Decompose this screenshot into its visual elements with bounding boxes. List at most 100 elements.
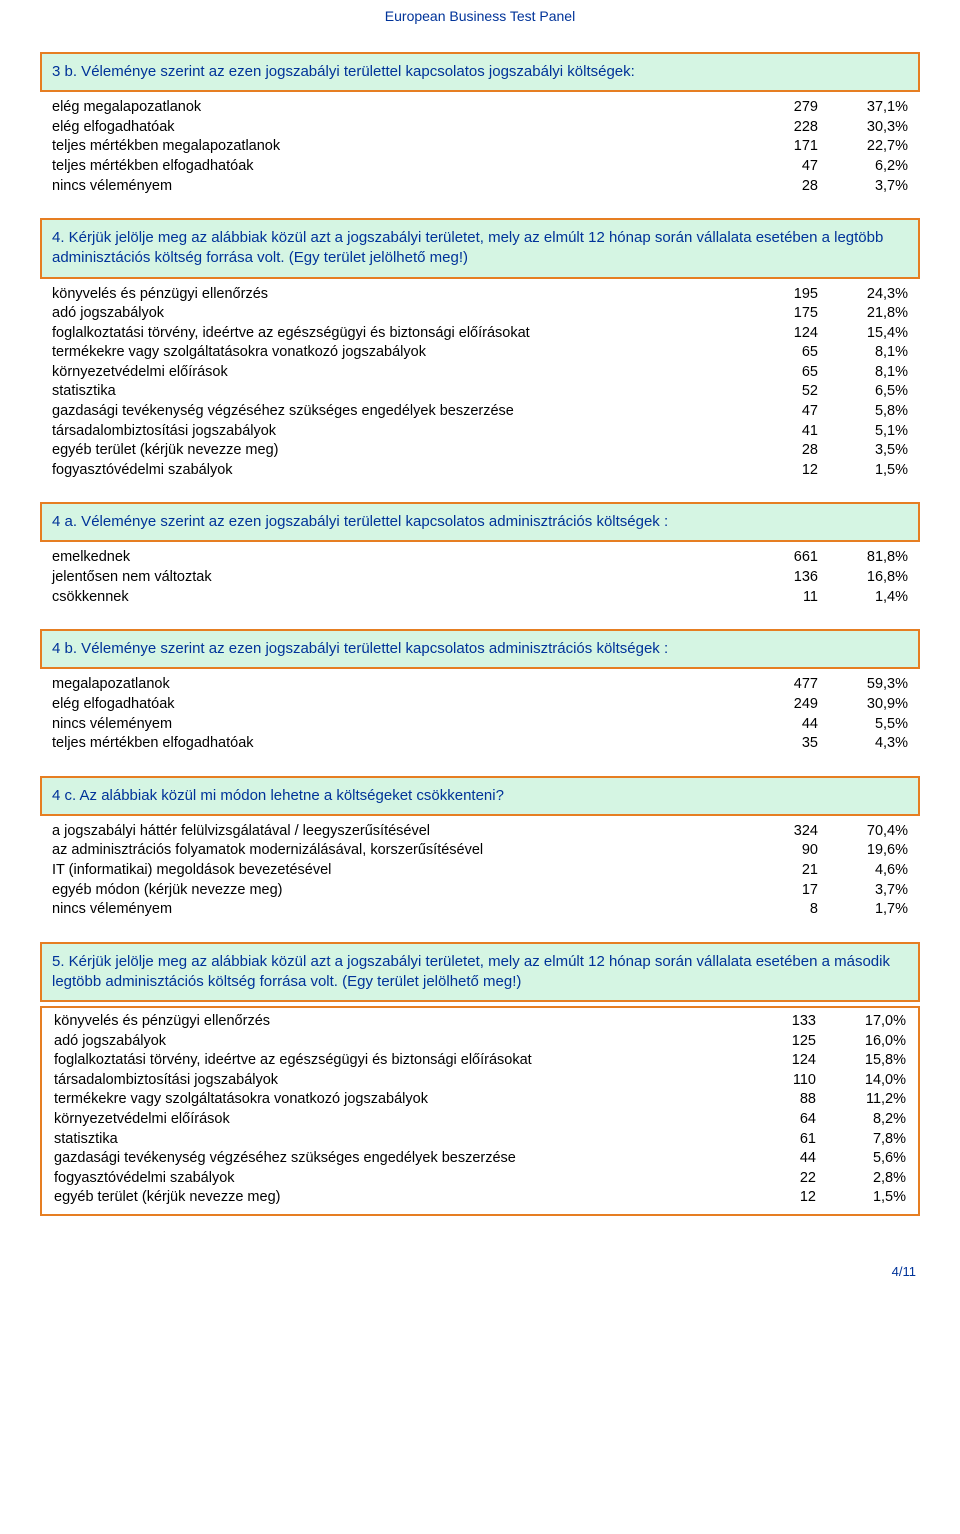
- row-percent: 1,7%: [818, 900, 908, 920]
- row-percent: 5,5%: [818, 715, 908, 735]
- row-count: 35: [738, 734, 818, 754]
- row-percent: 8,1%: [818, 363, 908, 383]
- table-row: gazdasági tevékenység végzéséhez szükség…: [52, 1149, 908, 1169]
- row-count: 11: [738, 588, 818, 608]
- row-percent: 2,8%: [816, 1169, 906, 1189]
- row-count: 195: [738, 285, 818, 305]
- row-count: 12: [736, 1188, 816, 1208]
- row-count: 44: [736, 1149, 816, 1169]
- row-count: 133: [736, 1012, 816, 1032]
- row-percent: 8,1%: [818, 343, 908, 363]
- page-number: 4/11: [40, 1234, 920, 1279]
- row-label: teljes mértékben elfogadhatóak: [52, 734, 738, 754]
- row-percent: 14,0%: [816, 1071, 906, 1091]
- question-box: 4 b. Véleménye szerint az ezen jogszabál…: [40, 629, 920, 669]
- row-label: foglalkoztatási törvény, ideértve az egé…: [54, 1051, 736, 1071]
- row-label: statisztika: [52, 382, 738, 402]
- table-row: megalapozatlanok47759,3%: [50, 675, 910, 695]
- row-count: 12: [738, 461, 818, 481]
- row-percent: 30,9%: [818, 695, 908, 715]
- row-percent: 16,8%: [818, 568, 908, 588]
- row-label: nincs véleményem: [52, 900, 738, 920]
- table-row: adó jogszabályok12516,0%: [52, 1032, 908, 1052]
- row-percent: 15,4%: [818, 324, 908, 344]
- row-label: megalapozatlanok: [52, 675, 738, 695]
- row-count: 8: [738, 900, 818, 920]
- row-count: 125: [736, 1032, 816, 1052]
- table-row: foglalkoztatási törvény, ideértve az egé…: [52, 1051, 908, 1071]
- table-row: egyéb terület (kérjük nevezze meg)283,5%: [50, 441, 910, 461]
- row-percent: 5,8%: [818, 402, 908, 422]
- data-block: emelkednek66181,8%jelentősen nem változt…: [40, 546, 920, 611]
- table-row: termékekre vagy szolgáltatásokra vonatko…: [50, 343, 910, 363]
- row-percent: 21,8%: [818, 304, 908, 324]
- row-count: 47: [738, 402, 818, 422]
- row-count: 136: [738, 568, 818, 588]
- row-count: 171: [738, 137, 818, 157]
- row-percent: 30,3%: [818, 118, 908, 138]
- question-box: 5. Kérjük jelölje meg az alábbiak közül …: [40, 942, 920, 1003]
- row-label: foglalkoztatási törvény, ideértve az egé…: [52, 324, 738, 344]
- page-title: European Business Test Panel: [40, 0, 920, 52]
- row-percent: 4,6%: [818, 861, 908, 881]
- row-percent: 81,8%: [818, 548, 908, 568]
- row-label: termékekre vagy szolgáltatásokra vonatko…: [52, 343, 738, 363]
- row-label: fogyasztóvédelmi szabályok: [52, 461, 738, 481]
- question-box: 4 a. Véleménye szerint az ezen jogszabál…: [40, 502, 920, 542]
- row-percent: 3,7%: [818, 177, 908, 197]
- row-percent: 5,6%: [816, 1149, 906, 1169]
- data-block: megalapozatlanok47759,3%elég elfogadható…: [40, 673, 920, 757]
- sections-container: 3 b. Véleménye szerint az ezen jogszabál…: [40, 52, 920, 1216]
- row-count: 65: [738, 343, 818, 363]
- row-count: 124: [738, 324, 818, 344]
- row-label: csökkennek: [52, 588, 738, 608]
- table-row: termékekre vagy szolgáltatásokra vonatko…: [52, 1090, 908, 1110]
- row-label: teljes mértékben megalapozatlanok: [52, 137, 738, 157]
- row-label: IT (informatikai) megoldások bevezetésév…: [52, 861, 738, 881]
- row-label: nincs véleményem: [52, 177, 738, 197]
- table-row: az adminisztrációs folyamatok modernizál…: [50, 841, 910, 861]
- table-row: fogyasztóvédelmi szabályok121,5%: [50, 461, 910, 481]
- row-label: társadalombiztosítási jogszabályok: [52, 422, 738, 442]
- data-block: könyvelés és pénzügyi ellenőrzés13317,0%…: [40, 1006, 920, 1216]
- row-percent: 15,8%: [816, 1051, 906, 1071]
- table-row: teljes mértékben megalapozatlanok17122,7…: [50, 137, 910, 157]
- row-label: gazdasági tevékenység végzéséhez szükség…: [54, 1149, 736, 1169]
- row-label: statisztika: [54, 1130, 736, 1150]
- row-percent: 37,1%: [818, 98, 908, 118]
- row-label: gazdasági tevékenység végzéséhez szükség…: [52, 402, 738, 422]
- row-count: 110: [736, 1071, 816, 1091]
- table-row: környezetvédelmi előírások648,2%: [52, 1110, 908, 1130]
- table-row: egyéb módon (kérjük nevezze meg)173,7%: [50, 881, 910, 901]
- row-label: elég elfogadhatóak: [52, 118, 738, 138]
- row-percent: 3,7%: [818, 881, 908, 901]
- row-label: könyvelés és pénzügyi ellenőrzés: [54, 1012, 736, 1032]
- table-row: nincs véleményem283,7%: [50, 177, 910, 197]
- row-count: 47: [738, 157, 818, 177]
- table-row: elég megalapozatlanok27937,1%: [50, 98, 910, 118]
- question-box: 4. Kérjük jelölje meg az alábbiak közül …: [40, 218, 920, 279]
- row-percent: 70,4%: [818, 822, 908, 842]
- row-count: 64: [736, 1110, 816, 1130]
- row-percent: 7,8%: [816, 1130, 906, 1150]
- table-row: elég elfogadhatóak24930,9%: [50, 695, 910, 715]
- row-percent: 24,3%: [818, 285, 908, 305]
- row-label: elég elfogadhatóak: [52, 695, 738, 715]
- data-block: könyvelés és pénzügyi ellenőrzés19524,3%…: [40, 283, 920, 485]
- row-count: 28: [738, 441, 818, 461]
- table-row: nincs véleményem445,5%: [50, 715, 910, 735]
- row-percent: 16,0%: [816, 1032, 906, 1052]
- table-row: emelkednek66181,8%: [50, 548, 910, 568]
- row-percent: 17,0%: [816, 1012, 906, 1032]
- row-label: egyéb módon (kérjük nevezze meg): [52, 881, 738, 901]
- page-container: European Business Test Panel 3 b. Vélemé…: [0, 0, 960, 1319]
- table-row: teljes mértékben elfogadhatóak476,2%: [50, 157, 910, 177]
- row-percent: 4,3%: [818, 734, 908, 754]
- row-count: 44: [738, 715, 818, 735]
- row-count: 324: [738, 822, 818, 842]
- row-count: 477: [738, 675, 818, 695]
- row-count: 228: [738, 118, 818, 138]
- table-row: teljes mértékben elfogadhatóak354,3%: [50, 734, 910, 754]
- row-count: 661: [738, 548, 818, 568]
- row-label: környezetvédelmi előírások: [54, 1110, 736, 1130]
